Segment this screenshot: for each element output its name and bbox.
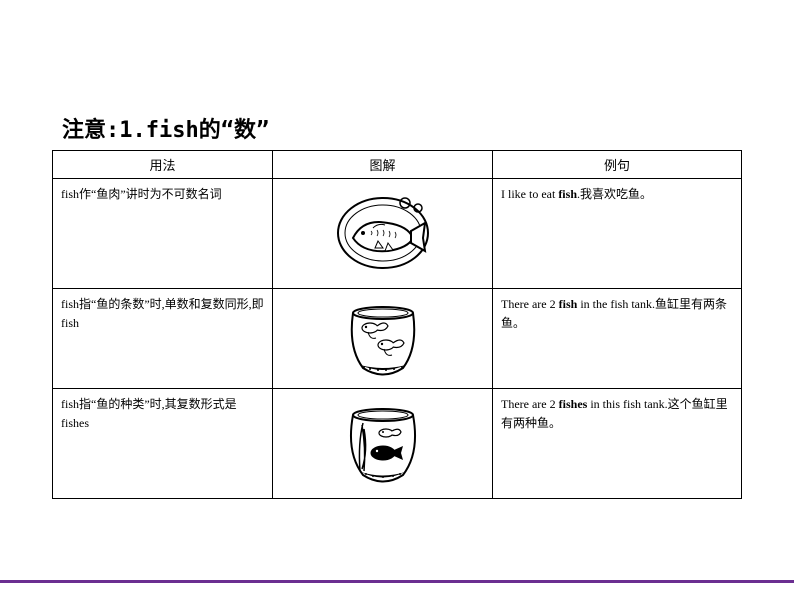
diagram-cell	[273, 389, 493, 499]
example-pre: There are 2	[501, 297, 559, 311]
header-usage: 用法	[53, 151, 273, 179]
usage-cell: fish作“鱼肉”讲时为不可数名词	[53, 179, 273, 289]
example-pre: I like to eat	[501, 187, 558, 201]
example-bold: fish	[558, 187, 577, 201]
fishbowl-diff-icon	[328, 393, 438, 493]
footer-divider	[0, 580, 794, 583]
example-cell: There are 2 fish in the fish tank.鱼缸里有两条…	[493, 289, 742, 389]
header-row: 用法 图解 例句	[53, 151, 742, 179]
usage-cell: fish指“鱼的条数”时,单数和复数同形,即fish	[53, 289, 273, 389]
fish-table: 用法 图解 例句 fish作“鱼肉”讲时为不可数名词	[52, 150, 742, 499]
table-row: fish作“鱼肉”讲时为不可数名词	[53, 179, 742, 289]
example-cell: I like to eat fish.我喜欢吃鱼。	[493, 179, 742, 289]
fishbowl-same-icon	[328, 293, 438, 383]
table-row: fish指“鱼的种类”时,其复数形式是fishes	[53, 389, 742, 499]
usage-cell: fish指“鱼的种类”时,其复数形式是fishes	[53, 389, 273, 499]
example-bold: fish	[559, 297, 578, 311]
example-bold: fishes	[559, 397, 588, 411]
table-row: fish指“鱼的条数”时,单数和复数同形,即fish	[53, 289, 742, 389]
diagram-cell	[273, 179, 493, 289]
example-post: .我喜欢吃鱼。	[577, 187, 652, 201]
fish-plate-icon	[323, 183, 443, 278]
page-title: 注意:1.fish的“数”	[62, 112, 269, 144]
diagram-cell	[273, 289, 493, 389]
header-diagram: 图解	[273, 151, 493, 179]
example-pre: There are 2	[501, 397, 559, 411]
example-cell: There are 2 fishes in this fish tank.这个鱼…	[493, 389, 742, 499]
header-example: 例句	[493, 151, 742, 179]
